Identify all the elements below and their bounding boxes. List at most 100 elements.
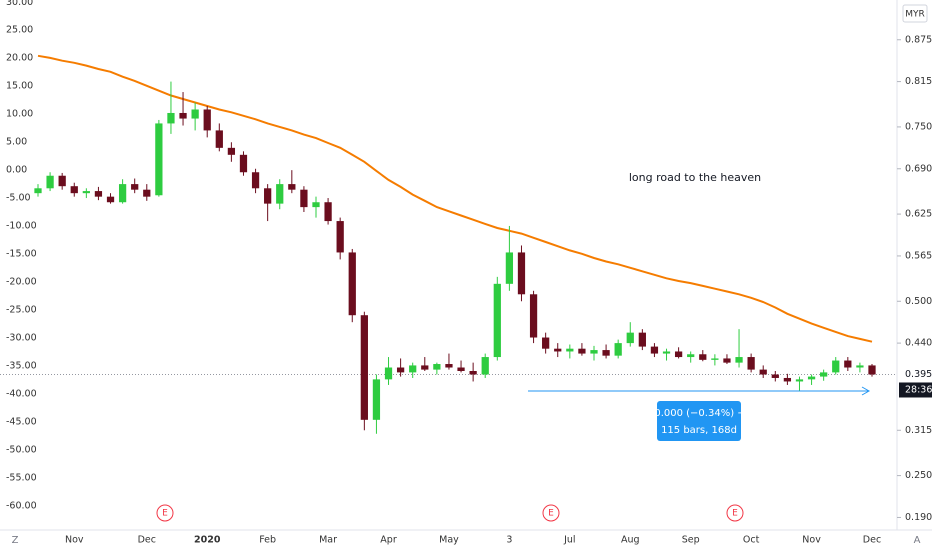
candle-body <box>118 184 127 203</box>
measure-arrowhead <box>861 386 871 396</box>
y-tick-label: 0.500 <box>905 296 932 307</box>
x-tick-label: Aug <box>621 535 640 546</box>
candle-body <box>735 357 743 363</box>
y2-tick-label: 5.00 <box>6 137 27 148</box>
toolbar-left[interactable]: Z <box>12 535 19 546</box>
candle-body <box>131 184 139 190</box>
candle-body <box>409 365 417 373</box>
last-price-label: 0.395 <box>905 369 932 380</box>
candle-body <box>58 175 66 187</box>
candle-body <box>517 252 526 295</box>
candle-body <box>312 202 320 208</box>
candle-body <box>578 348 586 354</box>
candle-body <box>348 252 356 316</box>
x-tick-label: Jul <box>563 535 575 546</box>
candle-body <box>554 348 562 352</box>
annotation[interactable]: long road to the heaven <box>629 171 761 184</box>
x-tick-label: 2020 <box>194 535 221 546</box>
y2-tick-label: -5.00 <box>6 193 31 204</box>
candle-body <box>179 112 187 119</box>
candle-body <box>832 360 840 373</box>
candle-body <box>542 337 550 349</box>
x-tick-label: May <box>439 535 459 546</box>
y2-tick-label: 10.00 <box>6 109 33 120</box>
candle-body <box>336 221 344 253</box>
y2-tick-label: 25.00 <box>6 25 33 36</box>
earnings-label: E <box>548 509 554 519</box>
candle-body <box>566 348 574 352</box>
toolbar-right[interactable]: A <box>914 535 921 546</box>
x-tick-label: Nov <box>65 535 84 546</box>
candle-body <box>372 379 381 420</box>
y-tick-label: 0.875 <box>905 34 932 45</box>
y2-tick-label: -60.00 <box>6 500 37 511</box>
candle-body <box>143 189 151 197</box>
y2-tick-label: 15.00 <box>6 81 33 92</box>
candle-body <box>699 354 707 360</box>
candle-body <box>783 377 792 382</box>
y-tick-label: 0.315 <box>905 425 932 436</box>
x-tick-label: Oct <box>743 535 760 546</box>
candle-body <box>445 364 453 368</box>
y2-tick-label: 30.00 <box>6 0 33 8</box>
candle-body <box>203 109 211 131</box>
candle-body <box>662 351 671 354</box>
earnings-marker[interactable] <box>726 504 744 522</box>
candle-body <box>626 332 634 344</box>
candle-body <box>469 371 477 375</box>
y-tick-label: 0.565 <box>905 250 932 261</box>
candle-body <box>856 365 864 368</box>
y-tick-label: 0.690 <box>905 163 932 174</box>
last-price-tag <box>899 366 932 383</box>
candle-body <box>481 357 489 375</box>
candle-body <box>396 367 405 373</box>
candle-body <box>239 154 248 173</box>
candle-body <box>529 294 538 338</box>
candle-body <box>300 189 308 208</box>
y2-tick-label: -55.00 <box>6 472 37 483</box>
candle-body <box>433 364 441 370</box>
earnings-marker[interactable] <box>156 504 174 522</box>
x-tick-label: Dec <box>138 535 156 546</box>
x-tick-label: Apr <box>380 535 397 546</box>
candle-body <box>602 350 610 356</box>
candle-body <box>505 252 514 284</box>
candle-body <box>46 175 54 189</box>
candle-body <box>650 346 659 354</box>
candle-body <box>276 184 284 204</box>
candle-body <box>674 351 683 358</box>
countdown-label: 28:36 <box>905 384 932 395</box>
candle-body <box>844 360 852 368</box>
x-tick-label: 3 <box>506 535 512 546</box>
candle-body <box>70 186 78 194</box>
y2-tick-label: -15.00 <box>6 249 37 260</box>
y2-tick-label: 0.00 <box>6 165 27 176</box>
measure-line1: −0.000 (−0.34%) −0 <box>646 408 752 419</box>
candle-body <box>167 112 175 124</box>
candle-body <box>324 202 332 222</box>
moving-average[interactable] <box>37 54 873 343</box>
currency-box[interactable] <box>902 4 928 23</box>
candle-body <box>215 130 223 148</box>
candle-body <box>421 365 429 370</box>
y2-tick-label: -30.00 <box>6 333 37 344</box>
candle-body <box>106 196 115 203</box>
y2-tick-label: -10.00 <box>6 221 37 232</box>
candle-body <box>493 283 501 358</box>
candle-body <box>771 374 779 378</box>
y-tick-label: 0.440 <box>905 338 932 349</box>
candle-body <box>638 332 646 347</box>
candle-body <box>820 372 828 377</box>
earnings-marker[interactable] <box>542 504 560 522</box>
y-tick-label: 0.750 <box>905 121 932 132</box>
measure-box[interactable] <box>657 401 741 441</box>
earnings-label: E <box>732 509 738 519</box>
y-tick-label: 0.815 <box>905 76 932 87</box>
candle-body <box>807 376 816 380</box>
candle-body <box>227 147 236 155</box>
y2-tick-label: -45.00 <box>6 416 37 427</box>
candle-body <box>384 367 393 380</box>
measure-line2: 115 bars, 168d <box>661 425 737 436</box>
y2-tick-label: 20.00 <box>6 53 33 64</box>
